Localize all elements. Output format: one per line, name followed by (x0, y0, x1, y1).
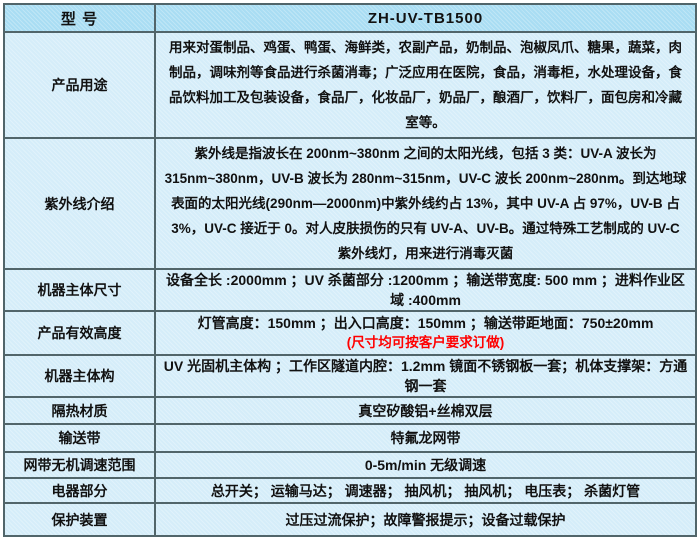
model-label-cell: 型 号 (3, 3, 156, 33)
row-label: 网带无机调速范围 (3, 451, 156, 479)
row-label: 机器主体尺寸 (3, 268, 156, 312)
table-row-model: 型 号 ZH-UV-TB1500 (3, 3, 697, 33)
table-row-usage: 产品用途 用来对蛋制品、鸡蛋、鸭蛋、海鲜类，农副产品，奶制品、泡椒凤爪、糖果，蔬… (3, 31, 697, 139)
row-value-text: 灯管高度：150mm ；出入口高度：150mm ；输送带距地面：750±20mm (197, 315, 654, 331)
row-label: 电器部分 (3, 477, 156, 504)
table-row-uv-intro: 紫外线介绍 紫外线是指波长在 200nm~380nm 之间的太阳光线，包括 3 … (3, 137, 697, 270)
table-row-speed-range: 网带无机调速范围 0-5m/min 无级调速 (3, 451, 697, 479)
table-row-protection: 保护装置 过压过流保护；故障警报提示；设备过载保护 (3, 502, 697, 537)
spec-table: 型 号 ZH-UV-TB1500 产品用途 用来对蛋制品、鸡蛋、鸭蛋、海鲜类，农… (3, 3, 697, 537)
table-row-effective-height: 产品有效高度 灯管高度：150mm ；出入口高度：150mm ；输送带距地面：7… (3, 310, 697, 356)
row-value-note: (尺寸均可按客户要求订做) (346, 335, 505, 350)
page: 型 号 ZH-UV-TB1500 产品用途 用来对蛋制品、鸡蛋、鸭蛋、海鲜类，农… (3, 3, 697, 537)
table-row-machine-size: 机器主体尺寸 设备全长 :2000mm ；UV 杀菌部分 :1200mm ；输送… (3, 268, 697, 312)
row-value: 特氟龙网带 (154, 423, 697, 453)
row-value: 用来对蛋制品、鸡蛋、鸭蛋、海鲜类，农副产品，奶制品、泡椒凤爪、糖果，蔬菜，肉制品… (154, 31, 697, 139)
row-label: 输送带 (3, 423, 156, 453)
table-row-machine-structure: 机器主体构 UV 光固机主体构 ；工作区隧道内腔：1.2mm 镜面不锈钢板一套；… (3, 354, 697, 398)
table-row-electrical: 电器部分 总开关； 运输马达； 调速器； 抽风机； 抽风机； 电压表； 杀菌灯管 (3, 477, 697, 504)
table-row-conveyor: 输送带 特氟龙网带 (3, 423, 697, 453)
row-label: 产品用途 (3, 31, 156, 139)
row-value: 0-5m/min 无级调速 (154, 451, 697, 479)
model-value-cell: ZH-UV-TB1500 (154, 3, 697, 33)
row-label: 保护装置 (3, 502, 156, 537)
row-value: 紫外线是指波长在 200nm~380nm 之间的太阳光线，包括 3 类：UV-A… (154, 137, 697, 270)
row-value: 真空矽酸铝+丝棉双层 (154, 396, 697, 425)
row-value: 总开关； 运输马达； 调速器； 抽风机； 抽风机； 电压表； 杀菌灯管 (154, 477, 697, 504)
row-label: 机器主体构 (3, 354, 156, 398)
row-value: 设备全长 :2000mm ；UV 杀菌部分 :1200mm ；输送带宽度: 50… (154, 268, 697, 312)
row-label: 紫外线介绍 (3, 137, 156, 270)
row-value: 灯管高度：150mm ；出入口高度：150mm ；输送带距地面：750±20mm… (154, 310, 697, 356)
row-label: 产品有效高度 (3, 310, 156, 356)
row-value: UV 光固机主体构 ；工作区隧道内腔：1.2mm 镜面不锈钢板一套；机体支撑架：… (154, 354, 697, 398)
table-row-insulation: 隔热材质 真空矽酸铝+丝棉双层 (3, 396, 697, 425)
row-value: 过压过流保护；故障警报提示；设备过载保护 (154, 502, 697, 537)
row-label: 隔热材质 (3, 396, 156, 425)
